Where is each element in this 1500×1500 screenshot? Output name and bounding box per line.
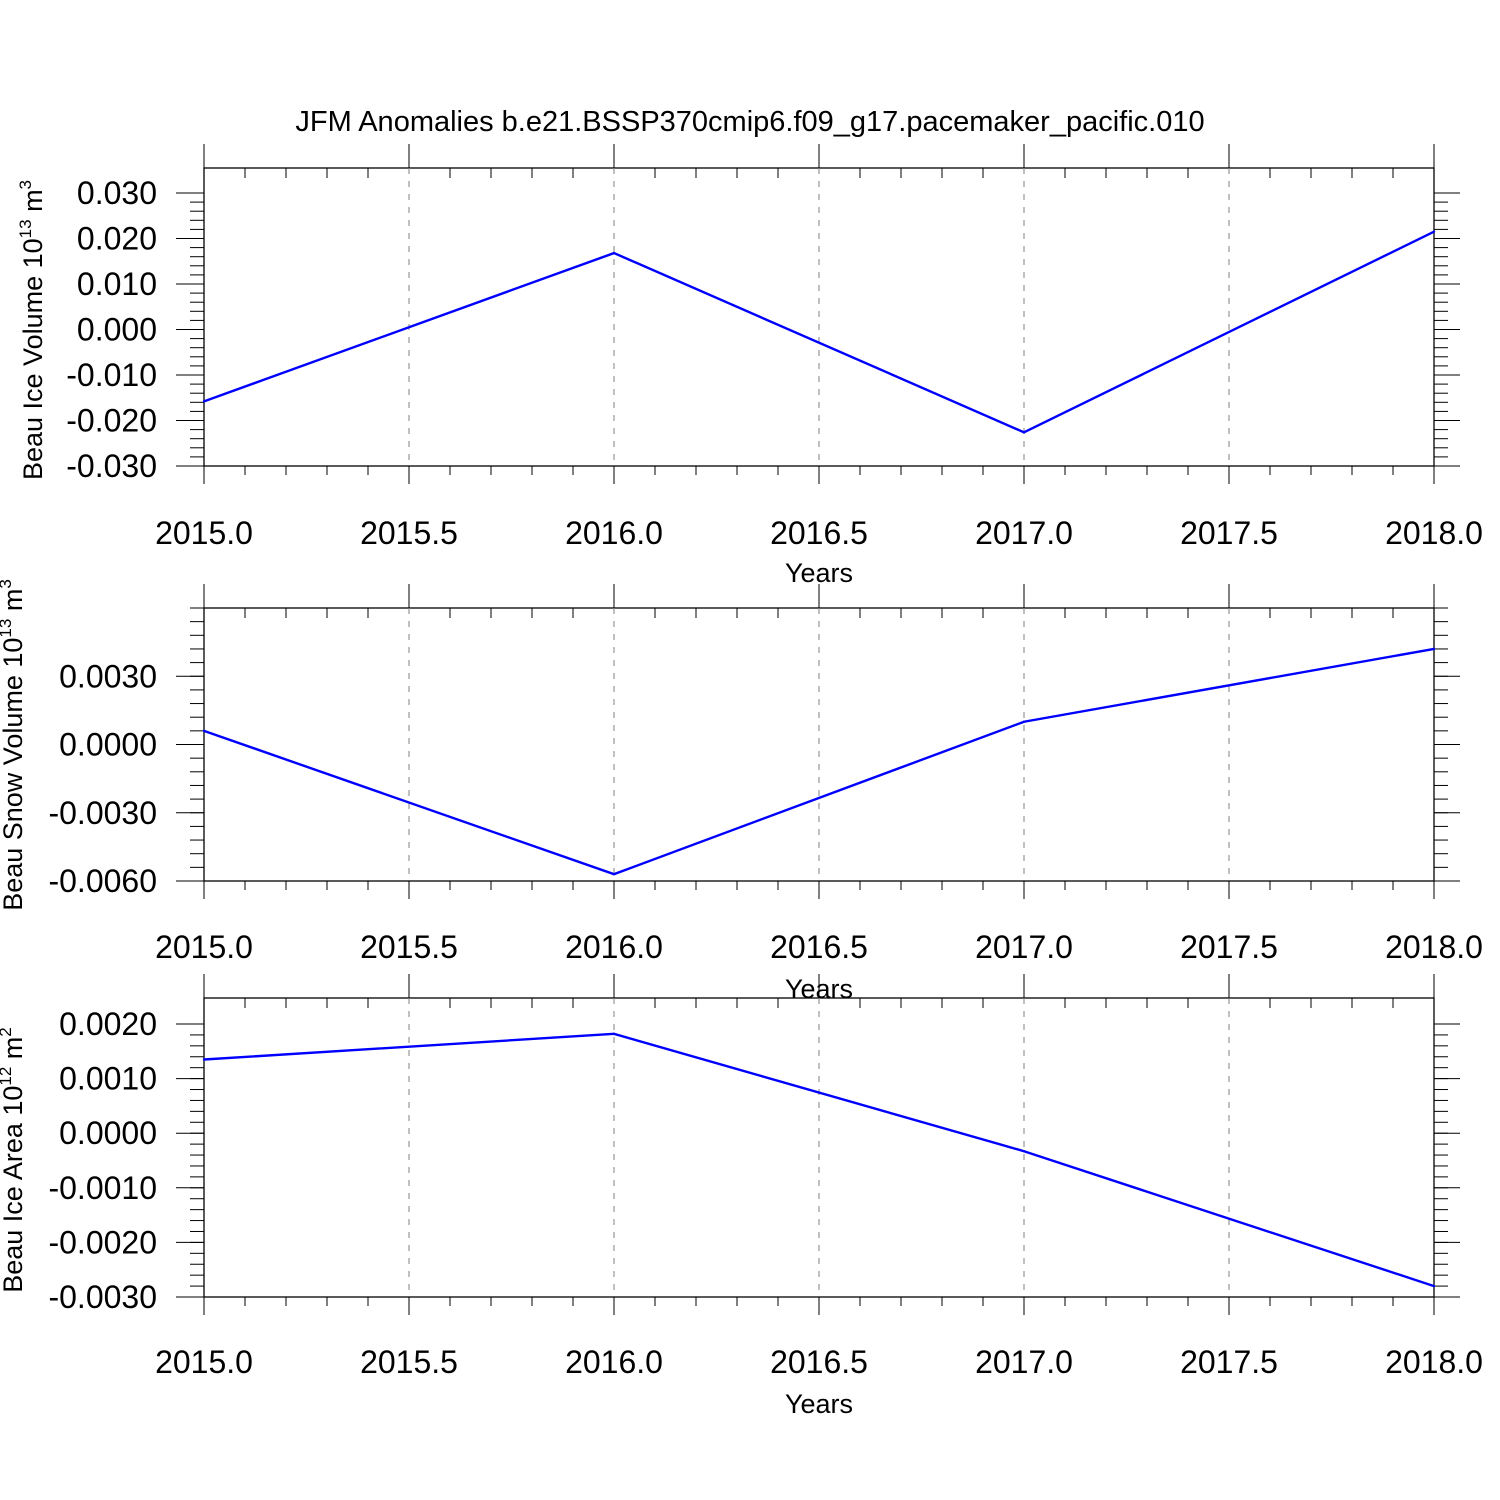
panel-ice-area: 0.0020 0.0010 0.0000 -0.0010 -0.0020 -0.0030 2…: [0, 974, 1483, 1419]
y-tick-label: 0.010: [77, 266, 157, 302]
x-tick-label: 2017.5: [1180, 515, 1278, 551]
y-tick-label: -0.020: [66, 403, 157, 439]
x-tick-label: 2017.0: [975, 1344, 1073, 1380]
series-line: [203, 1032, 1435, 1288]
x-tick-label: 2017.5: [1180, 1344, 1278, 1380]
y-tick-label: -0.0020: [48, 1224, 157, 1260]
x-tick-label: 2015.5: [360, 929, 458, 965]
y-tick-label: 0.0000: [59, 727, 157, 763]
data-point: [612, 251, 616, 255]
data-point: [612, 872, 616, 876]
x-tick-label: 2018.0: [1385, 1344, 1483, 1380]
panel-snow-volume: 0.0030 0.0000 -0.0030 -0.0060 2015.0 2015.5 20…: [0, 579, 1483, 1004]
data-point: [1022, 1150, 1026, 1153]
y-axis-label: Beau Snow Volume 1013 m3: [0, 579, 28, 911]
y-tick-label: 0.000: [77, 312, 157, 348]
x-tick-label: 2017.0: [975, 515, 1073, 551]
series-line: [203, 230, 1435, 434]
y-axis-label: Beau Ice Volume 1013 m3: [16, 180, 48, 480]
y-tick-label: 0.0010: [59, 1061, 157, 1097]
series-line: [203, 647, 1435, 876]
data-point: [202, 729, 206, 733]
y-tick-label: -0.0060: [48, 863, 157, 899]
x-tick-label: 2016.5: [770, 929, 868, 965]
x-tick-label: 2017.0: [975, 929, 1073, 965]
figure-title: JFM Anomalies b.e21.BSSP370cmip6.f09_g17…: [295, 106, 1204, 138]
y-tick-label: -0.010: [66, 357, 157, 393]
x-axis-label: Years: [785, 558, 853, 588]
y-tick-label: 0.030: [77, 175, 157, 211]
x-tick-label: 2018.0: [1385, 515, 1483, 551]
data-point: [612, 1032, 616, 1036]
x-tick-label: 2016.0: [565, 515, 663, 551]
y-tick-label: 0.0030: [59, 658, 157, 694]
panel-ice-volume: 0.030 0.020 0.010 0.000 -0.010 -0.020 -0.030 20…: [16, 144, 1483, 588]
x-tick-label: 2015.0: [155, 515, 253, 551]
data-point: [1022, 720, 1026, 723]
data-point: [202, 400, 206, 403]
x-axis-label: Years: [785, 1389, 853, 1419]
y-tick-label: 0.020: [77, 221, 157, 257]
x-tick-label: 2015.5: [360, 1344, 458, 1380]
x-tick-label: 2015.5: [360, 515, 458, 551]
x-tick-label: 2016.0: [565, 929, 663, 965]
x-tick-label: 2016.0: [565, 1344, 663, 1380]
x-tick-label: 2016.5: [770, 1344, 868, 1380]
data-point: [1432, 230, 1436, 233]
x-tick-label: 2018.0: [1385, 929, 1483, 965]
data-point: [202, 1058, 206, 1061]
y-tick-label: -0.0030: [48, 795, 157, 831]
y-tick-label: 0.0020: [59, 1006, 157, 1042]
y-tick-label: -0.0010: [48, 1170, 157, 1206]
x-tick-label: 2015.0: [155, 929, 253, 965]
y-tick-label: 0.0000: [59, 1115, 157, 1151]
x-tick-label: 2017.5: [1180, 929, 1278, 965]
data-point: [1432, 1284, 1436, 1288]
y-tick-label: -0.030: [66, 448, 157, 484]
x-tick-label: 2016.5: [770, 515, 868, 551]
data-point: [1022, 431, 1026, 434]
data-point: [1432, 647, 1436, 651]
x-tick-label: 2015.0: [155, 1344, 253, 1380]
y-tick-label: -0.0030: [48, 1279, 157, 1315]
y-axis-label: Beau Ice Area 1012 m2: [0, 1027, 28, 1293]
